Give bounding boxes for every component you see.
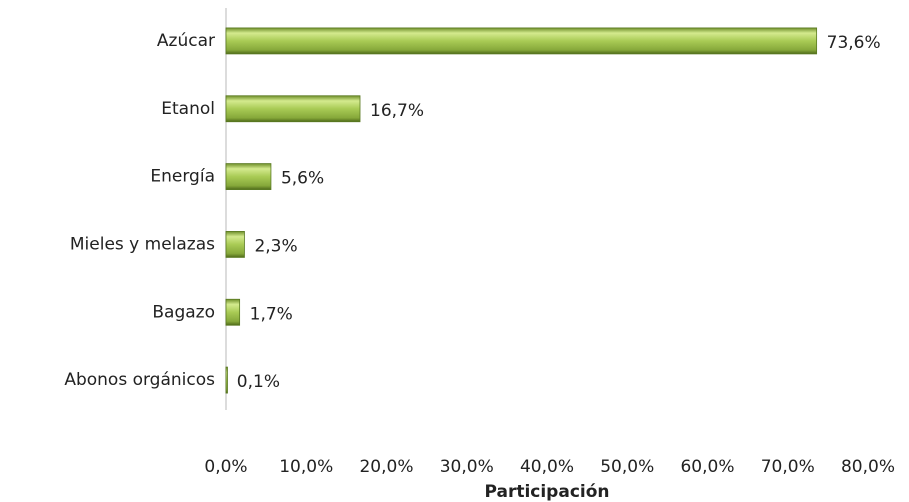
x-tick-label: 40,0% — [520, 457, 574, 477]
y-tick-label: Azúcar — [157, 31, 215, 51]
data-label: 0,1% — [237, 372, 280, 392]
x-tick-label: 0,0% — [204, 457, 247, 477]
x-tick-label: 80,0% — [841, 457, 895, 477]
bar — [225, 231, 245, 258]
data-label: 16,7% — [370, 101, 424, 121]
y-tick-label: Abonos orgánicos — [64, 370, 215, 390]
x-tick-label: 60,0% — [680, 457, 734, 477]
data-label: 1,7% — [250, 304, 293, 324]
data-label: 2,3% — [254, 236, 297, 256]
y-tick-label: Bagazo — [152, 302, 215, 322]
x-tick-label: 10,0% — [279, 457, 333, 477]
data-label: 5,6% — [281, 169, 324, 189]
y-tick-label: Mieles y melazas — [70, 234, 215, 254]
y-tick-label: Energía — [150, 167, 215, 187]
data-label: 73,6% — [827, 33, 881, 53]
x-tick-label: 50,0% — [600, 457, 654, 477]
bar — [225, 27, 818, 55]
x-axis-title: Participación — [484, 482, 609, 502]
x-tick-label: 20,0% — [359, 457, 413, 477]
x-tick-label: 70,0% — [761, 457, 815, 477]
bar — [225, 298, 241, 326]
y-tick-label: Etanol — [161, 99, 215, 119]
bar — [225, 163, 272, 190]
bar — [225, 95, 361, 123]
bar — [225, 366, 228, 394]
x-tick-label: 30,0% — [440, 457, 494, 477]
